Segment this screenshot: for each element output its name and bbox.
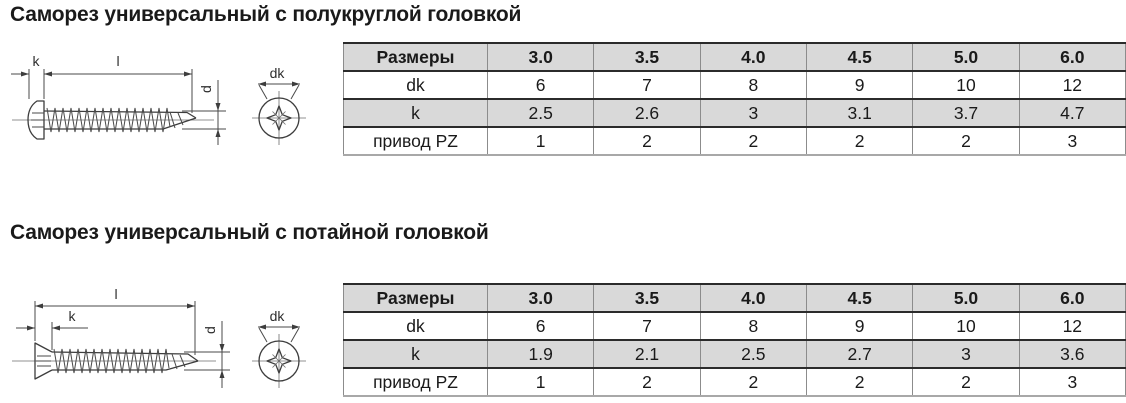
value-cell: 2 (593, 126, 701, 156)
value-cell: 4.7 (1018, 98, 1126, 128)
value-cell: 2.5 (486, 98, 595, 128)
size-table-pan-head: Размеры 3.0 3.5 4.0 4.5 5.0 6.0 dk 6 7 8 9 10 12 k 2.5 2… (343, 42, 1126, 156)
value-cell: 2 (912, 126, 1020, 156)
value-cell: 2.1 (593, 339, 701, 369)
dimension-k: k (11, 53, 45, 99)
value-cell: 2 (805, 367, 914, 397)
table-row: k 1.9 2.1 2.5 2.7 3 3.6 (343, 339, 1126, 369)
countersunk-screw-drawing: l k d dk (12, 288, 306, 388)
value-cell: 10 (912, 311, 1020, 341)
size-table-countersunk: Размеры 3.0 3.5 4.0 4.5 5.0 6.0 dk 6 7 8 9 10 12 k 1.9 2… (343, 283, 1126, 397)
row-label-cell: k (343, 98, 488, 128)
value-cell: 2 (593, 367, 701, 397)
header-cell-size: 3.5 (593, 283, 701, 313)
pozidriv-recess-icon (266, 105, 292, 131)
value-cell: 2.7 (805, 339, 914, 369)
dim-label-dk: dk (270, 65, 286, 81)
dimension-dk: dk (258, 65, 300, 100)
dim-label-d: d (202, 326, 218, 334)
value-cell: 3.1 (805, 98, 914, 128)
value-cell: 2 (699, 126, 807, 156)
pozidriv-recess-icon (266, 348, 292, 374)
pan-head-screw-drawing: k l d dk (11, 53, 306, 145)
value-cell: 2.5 (699, 339, 807, 369)
row-label-cell: привод PZ (343, 367, 488, 397)
table-row: привод PZ 1 2 2 2 2 3 (343, 126, 1126, 156)
section-title-countersunk: Саморез универсальный с потайной головко… (10, 221, 489, 244)
value-cell: 9 (805, 311, 914, 341)
value-cell: 3 (1018, 367, 1126, 397)
value-cell: 12 (1018, 70, 1126, 100)
screw-side-view (12, 100, 214, 140)
screw-front-view (252, 91, 306, 145)
header-cell-size: 6.0 (1018, 283, 1126, 313)
dim-label-d: d (198, 85, 214, 93)
header-cell-size: 4.0 (699, 42, 807, 72)
value-cell: 3.6 (1018, 339, 1126, 369)
screw-side-view (12, 342, 216, 380)
row-label-cell: привод PZ (343, 126, 488, 156)
header-cell-size: 3.5 (593, 42, 701, 72)
header-cell-size: 6.0 (1018, 42, 1126, 72)
header-cell-size: 4.5 (805, 283, 914, 313)
header-cell-size: 4.0 (699, 283, 807, 313)
header-cell-label: Размеры (343, 42, 488, 72)
value-cell: 8 (699, 311, 807, 341)
dim-label-k: k (69, 308, 77, 324)
header-cell-label: Размеры (343, 283, 488, 313)
table-header-row: Размеры 3.0 3.5 4.0 4.5 5.0 6.0 (343, 283, 1126, 313)
dimension-d: d (182, 80, 226, 145)
table-row: привод PZ 1 2 2 2 2 3 (343, 367, 1126, 397)
value-cell: 2 (699, 367, 807, 397)
value-cell: 3 (912, 339, 1020, 369)
value-cell: 1 (486, 367, 595, 397)
screw-front-view (252, 334, 306, 388)
table-header-row: Размеры 3.0 3.5 4.0 4.5 5.0 6.0 (343, 42, 1126, 72)
table-row: k 2.5 2.6 3 3.1 3.7 4.7 (343, 98, 1126, 128)
dimension-k: k (16, 308, 88, 350)
value-cell: 8 (699, 70, 807, 100)
value-cell: 6 (486, 70, 595, 100)
row-label-cell: k (343, 339, 488, 369)
value-cell: 2.6 (593, 98, 701, 128)
table-row: dk 6 7 8 9 10 12 (343, 70, 1126, 100)
header-cell-size: 3.0 (486, 283, 595, 313)
dim-label-k: k (33, 53, 41, 69)
header-cell-size: 4.5 (805, 42, 914, 72)
value-cell: 9 (805, 70, 914, 100)
row-label-cell: dk (343, 70, 488, 100)
header-cell-size: 3.0 (486, 42, 595, 72)
value-cell: 12 (1018, 311, 1126, 341)
value-cell: 7 (593, 70, 701, 100)
dim-label-l: l (116, 53, 119, 69)
dimension-l: l (44, 53, 193, 113)
value-cell: 2 (912, 367, 1020, 397)
value-cell: 7 (593, 311, 701, 341)
value-cell: 6 (486, 311, 595, 341)
value-cell: 1 (486, 126, 595, 156)
value-cell: 10 (912, 70, 1020, 100)
table-row: dk 6 7 8 9 10 12 (343, 311, 1126, 341)
dim-label-dk: dk (270, 308, 286, 324)
value-cell: 1.9 (486, 339, 595, 369)
dim-label-l: l (114, 288, 117, 302)
value-cell: 3 (699, 98, 807, 128)
dimension-d: d (184, 321, 230, 388)
header-cell-size: 5.0 (912, 42, 1020, 72)
header-cell-size: 5.0 (912, 283, 1020, 313)
section-title-pan-head: Саморез универсальный с полукруглой голо… (10, 3, 522, 26)
dimension-dk: dk (258, 308, 300, 343)
value-cell: 3 (1018, 126, 1126, 156)
dimension-l: l (34, 288, 196, 355)
value-cell: 3.7 (912, 98, 1020, 128)
value-cell: 2 (805, 126, 914, 156)
row-label-cell: dk (343, 311, 488, 341)
